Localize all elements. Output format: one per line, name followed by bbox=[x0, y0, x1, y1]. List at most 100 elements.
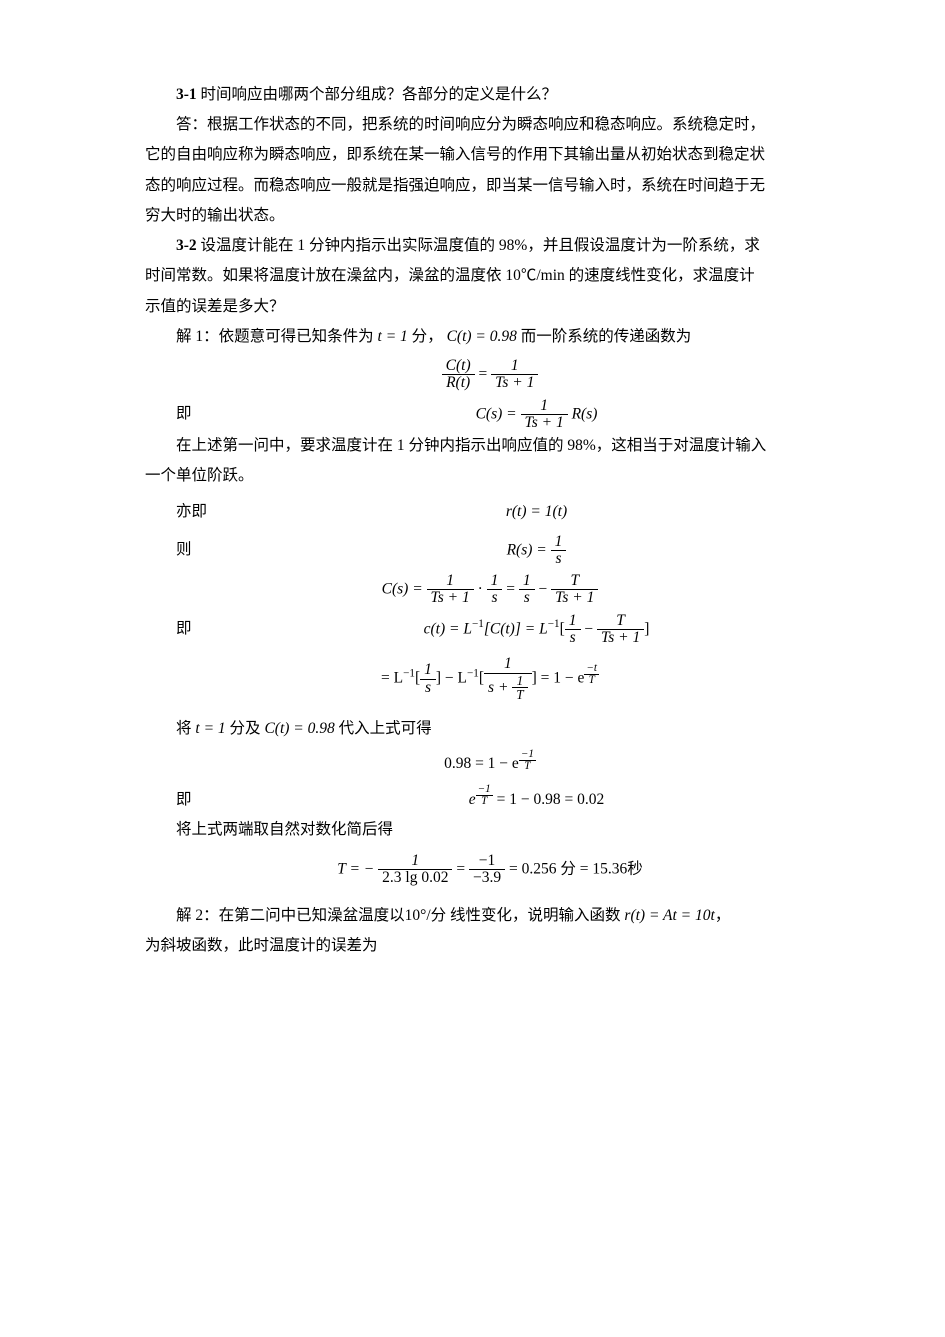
cond-t-unit: 分 bbox=[412, 328, 428, 345]
eq-T-f2: −1 −3.9 bbox=[469, 853, 505, 887]
sol2-line2: 为斜坡函数，此时温度计的误差为 bbox=[145, 931, 835, 961]
eq-cs2-f3-den: s bbox=[519, 590, 535, 606]
q32-q-l2: 时间常数。如果将温度计放在澡盆内，澡盆的温度依 10℃/min 的速度线性变化，… bbox=[145, 261, 835, 291]
page: 3-1 时间响应由哪两个部分组成？各部分的定义是什么？ 答：根据工作状态的不同，… bbox=[0, 0, 945, 1021]
tf-rhs-den: Ts + 1 bbox=[491, 375, 538, 391]
eq-ct-arg1: [C(t)] = L bbox=[484, 620, 548, 637]
eq-cs2-f1-den: Ts + 1 bbox=[427, 590, 474, 606]
eq-098-exp-den: T bbox=[519, 761, 536, 772]
ln-para: 将上式两端取自然对数化简后得 bbox=[145, 815, 835, 845]
tf-rhs: 1 Ts + 1 bbox=[491, 358, 538, 392]
eq-ct-f3-num: 1 bbox=[565, 613, 581, 630]
eq-rt-row: 亦即 r(t) = 1(t) bbox=[145, 497, 835, 527]
eq-ct2-f2-den: s + 1T bbox=[484, 674, 532, 703]
eq-rs-frac: 1 s bbox=[551, 534, 567, 568]
eq-ct2-f2-den-top: s + bbox=[488, 678, 512, 695]
eq-ct-f3-den: s bbox=[565, 630, 581, 646]
eq-ct2-f1: 1s bbox=[420, 662, 436, 696]
eq-cs2-f2-num: 1 bbox=[487, 573, 503, 590]
eq-ct2-exp: −tT bbox=[584, 663, 599, 686]
eq-cs2-f2: 1 s bbox=[487, 573, 503, 607]
eq-098: 0.98 = 1 − e−1T bbox=[145, 754, 835, 778]
lbl-ze: 则 bbox=[145, 535, 238, 565]
cond-sep: ， bbox=[427, 328, 443, 345]
eq-ct-close: ] bbox=[644, 620, 649, 637]
eq-rs: R(s) = 1 s bbox=[238, 534, 835, 568]
tf-rhs-num: 1 bbox=[491, 358, 538, 375]
eq-ct-lhs: c(t) = L bbox=[424, 620, 472, 637]
eq-e-exp-num-v: 1 bbox=[485, 783, 491, 795]
eq-cs2-f4-num: T bbox=[551, 573, 598, 590]
eq-ct2-f2-den-frac-num: 1 bbox=[512, 674, 527, 689]
eq-ct2-inv2: −1 bbox=[467, 668, 479, 680]
eq-cs2-minus: − bbox=[539, 581, 552, 598]
lbl-yiji: 亦即 bbox=[145, 497, 238, 527]
eq-rs-num: 1 bbox=[551, 534, 567, 551]
q31-answer-line3: 态的响应过程。而稳态响应一般就是指强迫响应，即当某一信号输入时，系统在时间趋于无 bbox=[145, 171, 835, 201]
eq-T-f2-den: −3.9 bbox=[469, 870, 505, 886]
q32-q-l1: 设温度计能在 1 分钟内指示出实际温度值的 98%，并且假设温度计为一阶系统，求 bbox=[201, 237, 760, 254]
eq-e-exp-den: T bbox=[476, 796, 493, 807]
sol2-a: 解 2：在第二问中已知澡盆温度以 bbox=[176, 907, 405, 924]
sol1-intro-text: 解 1：依题意可得已知条件为 bbox=[176, 328, 374, 345]
q31-answer-line2: 它的自由响应称为瞬态响应，即系统在某一输入信号的作用下其输出量从初始状态到稳定状 bbox=[145, 140, 835, 170]
eq-cs2-dot: · bbox=[478, 581, 483, 598]
eq-ct2-f2-den-frac-den: T bbox=[512, 688, 527, 702]
q31-answer-line1: 答：根据工作状态的不同，把系统的时间响应分为瞬态响应和稳态响应。系统稳定时， bbox=[145, 110, 835, 140]
sub-unit: 分及 bbox=[230, 720, 261, 737]
eq-098-exp-num-v: 1 bbox=[528, 748, 534, 760]
eq-cs2-f2-den: s bbox=[487, 590, 503, 606]
eq-ct2: = L−1[1s] − L−1[1s + 1T] = 1 − e−tT bbox=[145, 656, 835, 702]
eq-ct2-mid: ] − L bbox=[436, 670, 467, 687]
eq-cs-row: 即 C(s) = 1 Ts + 1 R(s) bbox=[145, 398, 835, 432]
eq-ct-minus: − bbox=[581, 620, 598, 637]
eq-rt: r(t) = 1(t) bbox=[238, 497, 835, 527]
sub-t: t = 1 bbox=[195, 720, 225, 737]
eq-ct2-f1-den: s bbox=[420, 680, 436, 696]
eq-cs: C(s) = 1 Ts + 1 R(s) bbox=[238, 398, 835, 432]
tf-lhs-num: C(t) bbox=[442, 358, 475, 375]
eq-ct2-tail: ] = 1 − e bbox=[532, 670, 585, 687]
eq-ct-f4-num: T bbox=[597, 613, 644, 630]
sub-line: 将 t = 1 分及 C(t) = 0.98 代入上式可得 bbox=[145, 714, 835, 744]
sol1-tail: 而一阶系统的传递函数为 bbox=[521, 328, 692, 345]
eq-cs-num: 1 bbox=[521, 398, 568, 415]
eq-cs2-f1: 1 Ts + 1 bbox=[427, 573, 474, 607]
para-after-cs-2: 一个单位阶跃。 bbox=[145, 461, 835, 491]
eq-ct2-exp-num-v: t bbox=[594, 662, 597, 674]
eq-T-unit1: 分 bbox=[560, 861, 576, 878]
eq-cs-tail: R(s) bbox=[572, 405, 598, 422]
eq-ct-f4-den: Ts + 1 bbox=[597, 630, 644, 646]
eq-ct2-f2-den-frac: 1T bbox=[512, 674, 527, 703]
eq-cs2-eq: = bbox=[506, 581, 519, 598]
sol2-line1: 解 2：在第二问中已知澡盆温度以10°/分 线性变化，说明输入函数 r(t) =… bbox=[145, 901, 835, 931]
q32-q-l3: 示值的误差是多大？ bbox=[145, 292, 835, 322]
eq-cs2-lhs: C(s) = bbox=[382, 581, 427, 598]
eq-ct-f3: 1s bbox=[565, 613, 581, 647]
sol1-intro: 解 1：依题意可得已知条件为 t = 1 分， C(t) = 0.98 而一阶系… bbox=[145, 322, 835, 352]
eq-ct2-f2: 1s + 1T bbox=[484, 656, 532, 702]
eq-T-eq1: = bbox=[456, 861, 469, 878]
eq-e-lhs: e bbox=[469, 791, 476, 808]
cond-t: t = 1 bbox=[378, 328, 408, 345]
eq-cs-den: Ts + 1 bbox=[521, 415, 568, 431]
eq-ct: c(t) = L−1[C(t)] = L−1[1s − TTs + 1] bbox=[238, 613, 835, 647]
eq-098-lhs: 0.98 = 1 − e bbox=[444, 755, 519, 772]
q31-question-line: 3-1 时间响应由哪两个部分组成？各部分的定义是什么？ bbox=[145, 80, 835, 110]
sol2-rate: 10°/分 bbox=[405, 907, 447, 924]
eq-e-exp: −1T bbox=[476, 784, 493, 807]
eq-transfer-function: C(t) R(t) = 1 Ts + 1 bbox=[145, 358, 835, 392]
q31-answer-line4: 穷大时的输出状态。 bbox=[145, 201, 835, 231]
sub-tail: 代入上式可得 bbox=[339, 720, 432, 737]
eq-ct2-pre: = L bbox=[381, 670, 403, 687]
sub-pre: 将 bbox=[176, 720, 192, 737]
lbl-ji-3: 即 bbox=[145, 785, 238, 815]
eq-rs-row: 则 R(s) = 1 s bbox=[145, 534, 835, 568]
eq-ct-row: 即 c(t) = L−1[C(t)] = L−1[1s − TTs + 1] bbox=[145, 613, 835, 647]
eq-ct-f4: TTs + 1 bbox=[597, 613, 644, 647]
eq-e: e−1T = 1 − 0.98 = 0.02 bbox=[238, 785, 835, 815]
q31-label: 3-1 bbox=[176, 86, 197, 103]
q32-question-line1: 3-2 设温度计能在 1 分钟内指示出实际温度值的 98%，并且假设温度计为一阶… bbox=[145, 231, 835, 261]
eq-cs2-f4-den: Ts + 1 bbox=[551, 590, 598, 606]
eq-T-eq3: = 15.36 bbox=[576, 861, 627, 878]
